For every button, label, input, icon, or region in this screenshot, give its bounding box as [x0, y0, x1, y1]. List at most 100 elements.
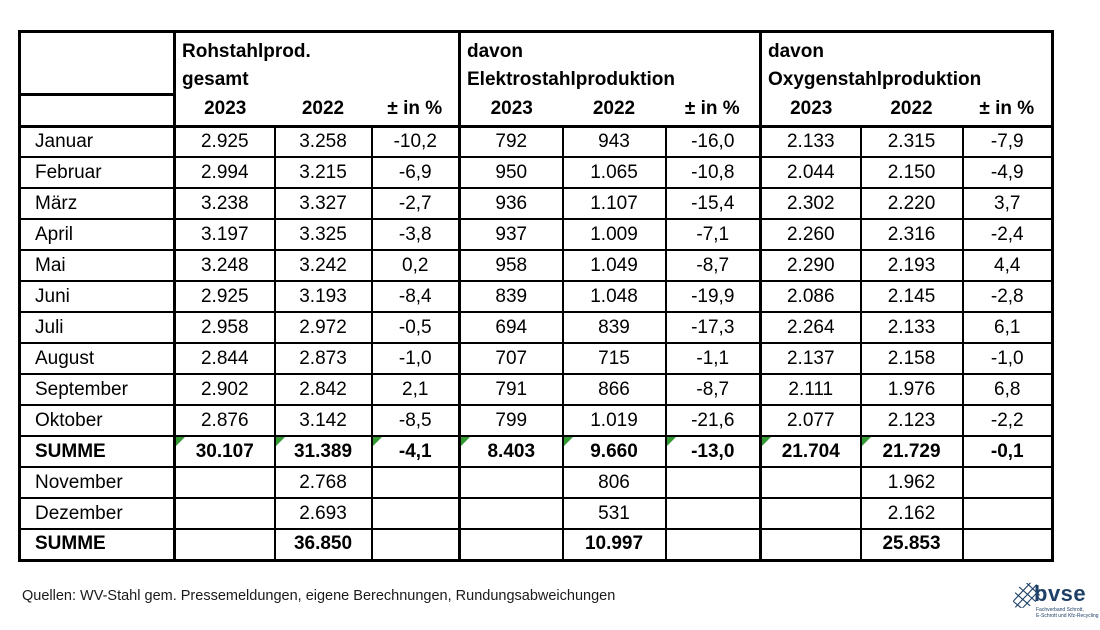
table-cell — [961, 466, 1054, 499]
table-row: Mai 3.248 3.242 0,2 958 1.049 -8,7 2.290 2.193 4,… — [18, 249, 1054, 282]
row-label: Mai — [18, 249, 176, 282]
col-header-pct: ± in % — [962, 94, 1053, 128]
table-cell: 36.850 — [273, 528, 373, 561]
table-cell: 937 — [458, 218, 564, 251]
table-cell: -10,2 — [370, 125, 461, 158]
group-title-line: gesamt — [182, 69, 249, 90]
table-cell: -7,1 — [664, 218, 762, 251]
table-cell: 792 — [458, 125, 564, 158]
table-cell: 943 — [561, 125, 667, 158]
row-label: August — [18, 342, 176, 375]
table-cell: 3.258 — [273, 125, 373, 158]
table-cell: 2.044 — [759, 156, 862, 189]
table-cell: 2.193 — [859, 249, 964, 282]
table-cell: 2.972 — [273, 311, 373, 344]
table-cell: -0,5 — [370, 311, 461, 344]
row-label: Oktober — [18, 404, 176, 437]
table-cell: 866 — [561, 373, 667, 406]
bvse-tagline-line: E-Schrott und Kfz-Recycling — [1036, 613, 1099, 619]
table-header: Rohstahlprod. gesamt davon Elektrostahlp… — [19, 31, 1053, 128]
group-title-line: Rohstahlprod. — [182, 41, 311, 62]
table-cell: -4,9 — [961, 156, 1054, 189]
table-cell: 1.049 — [561, 249, 667, 282]
table-cell: 2.133 — [859, 311, 964, 344]
table-cell: -1,0 — [370, 342, 461, 375]
row-label: Dezember — [18, 497, 176, 530]
table-cell: 707 — [458, 342, 564, 375]
table-cell: 950 — [458, 156, 564, 189]
table-cell: 2.873 — [273, 342, 373, 375]
table-cell — [961, 497, 1054, 530]
table-row: Februar 2.994 3.215 -6,9 950 1.065 -10,8 2.044 2… — [18, 156, 1054, 189]
table-cell: -7,9 — [961, 125, 1054, 158]
table-cell: 21.729 — [859, 435, 964, 468]
table-cell: 3.142 — [273, 404, 373, 437]
row-label: März — [18, 187, 176, 220]
table-cell — [458, 528, 564, 561]
group-header-rohstahl: Rohstahlprod. gesamt — [173, 31, 460, 94]
table-cell: 2.158 — [859, 342, 964, 375]
table-cell: 1.019 — [561, 404, 667, 437]
row-label: Januar — [18, 125, 176, 158]
table-row: Oktober 2.876 3.142 -8,5 799 1.019 -21,6 2.077 2… — [18, 404, 1054, 437]
table-cell: 2.260 — [759, 218, 862, 251]
table-cell: 3.325 — [273, 218, 373, 251]
table-cell: 2.842 — [273, 373, 373, 406]
table-cell: 30.107 — [173, 435, 276, 468]
table-cell: 3.238 — [173, 187, 276, 220]
group-title-line: Elektrostahlproduktion — [467, 69, 675, 90]
table-cell: 2.768 — [273, 466, 373, 499]
group-header-oxygenstahl: davon Oxygenstahlproduktion — [759, 31, 1053, 94]
corner-cell — [19, 94, 175, 128]
table-cell: 9.660 — [561, 435, 667, 468]
bvse-tagline-line: Fachverband Schrott, — [1036, 607, 1084, 613]
col-header-2022: 2022 — [562, 94, 666, 128]
table-row: Juni 2.925 3.193 -8,4 839 1.048 -19,9 2.086 2.14… — [18, 280, 1054, 313]
table-row: September 2.902 2.842 2,1 791 866 -8,7 2.111 1.9… — [18, 373, 1054, 406]
table-cell — [173, 466, 276, 499]
table-cell: 2.902 — [173, 373, 276, 406]
table-cell — [370, 466, 461, 499]
table-cell: 2.958 — [173, 311, 276, 344]
table-cell — [173, 497, 276, 530]
table-cell: 2.844 — [173, 342, 276, 375]
table-cell: -21,6 — [664, 404, 762, 437]
table-cell: 2.220 — [859, 187, 964, 220]
table-cell — [759, 497, 862, 530]
table-cell: 2.290 — [759, 249, 862, 282]
table-cell: 958 — [458, 249, 564, 282]
table-cell: 2.145 — [859, 280, 964, 313]
table-cell: 1.009 — [561, 218, 667, 251]
table-cell: -3,8 — [370, 218, 461, 251]
table-row: SUMME 36.850 10.997 25.853 — [18, 528, 1054, 561]
production-table-container: Rohstahlprod. gesamt davon Elektrostahlp… — [18, 30, 1054, 562]
table-cell — [664, 466, 762, 499]
table-cell: -15,4 — [664, 187, 762, 220]
table-cell: 3.193 — [273, 280, 373, 313]
group-title-line: davon — [768, 41, 824, 62]
table-row: SUMME 30.107 31.389 -4,1 8.403 9.660 -13,0 21.7… — [18, 435, 1054, 468]
table-cell: -13,0 — [664, 435, 762, 468]
table-cell — [173, 528, 276, 561]
table-body: Januar 2.925 3.258 -10,2 792 943 -16,0 2.133 2.3… — [18, 125, 1054, 561]
col-header-2023: 2023 — [759, 94, 861, 128]
table-row: November 2.768 806 1.962 — [18, 466, 1054, 499]
table-cell: 1.976 — [859, 373, 964, 406]
group-header-elektrostahl: davon Elektrostahlproduktion — [458, 31, 761, 94]
table-cell — [664, 497, 762, 530]
table-cell: -6,9 — [370, 156, 461, 189]
table-cell: -4,1 — [370, 435, 461, 468]
table-cell: -8,4 — [370, 280, 461, 313]
table-cell: -8,5 — [370, 404, 461, 437]
table-cell: 2.137 — [759, 342, 862, 375]
table-cell: 2.077 — [759, 404, 862, 437]
table-cell: 2.264 — [759, 311, 862, 344]
table-cell: 806 — [561, 466, 667, 499]
table-cell: 2.162 — [859, 497, 964, 530]
table-cell: -1,1 — [664, 342, 762, 375]
table-cell: 8.403 — [458, 435, 564, 468]
table-cell: 25.853 — [859, 528, 964, 561]
table-cell: 2.150 — [859, 156, 964, 189]
table-cell — [370, 497, 461, 530]
table-cell: 936 — [458, 187, 564, 220]
